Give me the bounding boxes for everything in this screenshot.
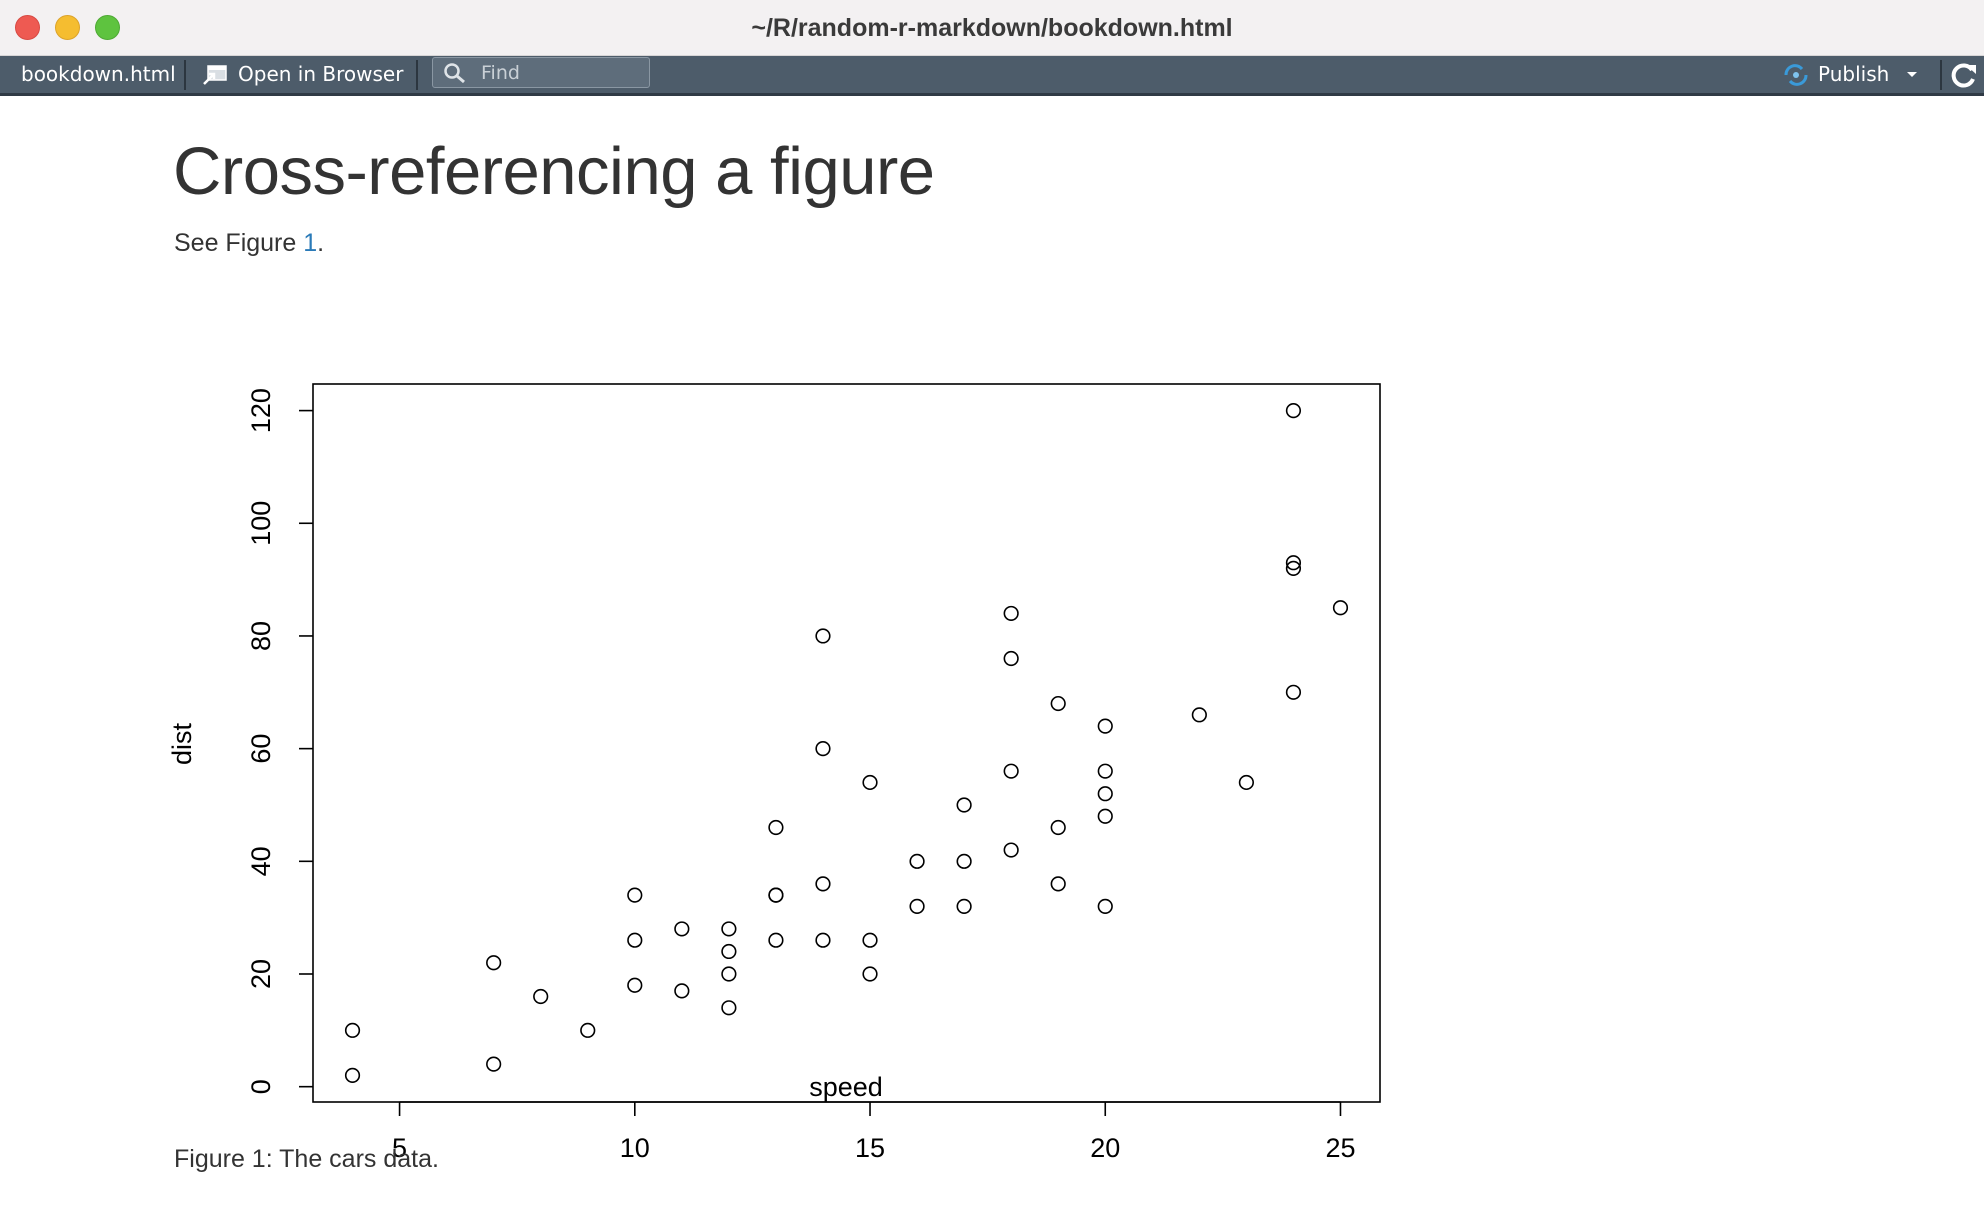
data-point — [721, 1000, 737, 1016]
publish-icon — [1784, 64, 1808, 86]
data-point — [1285, 555, 1302, 571]
data-point — [627, 932, 643, 948]
document-viewer: Cross-referencing a figure See Figure 1.… — [0, 99, 1984, 1210]
toolbar-separator — [1940, 60, 1942, 90]
data-point — [1238, 774, 1254, 791]
data-point — [956, 797, 972, 813]
data-point — [956, 898, 972, 914]
data-point — [1050, 876, 1066, 892]
y-axis-label: dist — [167, 723, 197, 766]
data-point — [909, 898, 925, 914]
y-tick-label: 80 — [246, 621, 276, 651]
data-point — [1003, 842, 1019, 858]
data-point — [1003, 650, 1019, 667]
publish-label: Publish — [1818, 62, 1890, 86]
data-point — [486, 955, 502, 971]
data-point — [627, 887, 643, 903]
x-tick-label: 20 — [1090, 1133, 1120, 1163]
x-axis-label: speed — [809, 1072, 883, 1102]
find-input[interactable] — [481, 60, 641, 85]
data-point — [862, 932, 878, 948]
data-point — [580, 1022, 596, 1038]
publish-button[interactable]: Publish — [1778, 56, 1928, 93]
x-tick-label: 15 — [855, 1133, 885, 1163]
data-point — [768, 932, 784, 948]
open-in-browser-label: Open in Browser — [238, 62, 404, 86]
data-point — [1097, 763, 1113, 779]
data-point — [815, 932, 831, 948]
data-point — [1097, 898, 1113, 914]
close-window-button[interactable] — [15, 15, 40, 40]
filename-label: bookdown.html — [21, 62, 176, 86]
data-point — [1191, 707, 1207, 723]
x-tick-label: 5 — [392, 1133, 407, 1163]
data-point — [344, 1067, 361, 1084]
data-point — [674, 921, 690, 937]
data-point — [1003, 763, 1019, 779]
data-point — [862, 774, 878, 791]
data-point — [674, 983, 690, 999]
maximize-window-button[interactable] — [95, 15, 120, 40]
data-point — [1097, 786, 1113, 802]
paragraph-text-suffix: . — [317, 229, 325, 257]
chevron-down-icon — [1907, 72, 1917, 77]
y-tick-label: 120 — [246, 388, 276, 433]
data-point — [344, 1022, 361, 1038]
data-point — [721, 921, 737, 937]
window-title: ~/R/random-r-markdown/bookdown.html — [751, 14, 1233, 42]
minimize-window-button[interactable] — [55, 15, 80, 40]
data-point — [1050, 695, 1066, 712]
refresh-icon[interactable] — [1950, 62, 1978, 88]
data-point — [1285, 684, 1302, 700]
figure-caption: Figure 1: The cars data. — [174, 1145, 439, 1173]
page-title: Cross-referencing a figure — [173, 134, 935, 209]
data-point — [1285, 560, 1302, 576]
data-point — [721, 943, 737, 960]
figure-ref-link[interactable]: 1 — [303, 229, 318, 257]
open-in-browser-button[interactable]: Open in Browser — [200, 56, 404, 93]
data-point — [533, 988, 549, 1005]
data-point — [909, 853, 925, 869]
paragraph-text: See Figure — [174, 229, 304, 257]
x-tick-label: 10 — [620, 1133, 650, 1163]
toolbar-separator — [184, 60, 186, 90]
plot-frame — [312, 383, 1381, 1103]
data-point — [1050, 819, 1066, 836]
data-point — [627, 977, 643, 993]
search-icon — [444, 63, 465, 84]
data-point — [768, 887, 784, 903]
find-box — [432, 57, 650, 88]
figure-reference-paragraph: See Figure 1. — [174, 229, 324, 258]
data-point — [1097, 808, 1113, 824]
open-in-browser-icon — [203, 65, 227, 85]
data-point — [486, 1056, 502, 1072]
y-tick-label: 40 — [246, 846, 276, 876]
data-point — [815, 628, 831, 644]
y-tick-label: 60 — [246, 734, 276, 764]
data-point — [815, 741, 831, 757]
y-tick-label: 100 — [246, 501, 276, 546]
toolbar-separator — [416, 60, 418, 90]
y-tick-label: 0 — [246, 1079, 276, 1094]
x-tick-label: 25 — [1325, 1133, 1355, 1163]
title-bar: ~/R/random-r-markdown/bookdown.html — [0, 0, 1984, 56]
data-point — [815, 876, 831, 892]
scatter-plot: 5 10 15 20 25 0 20 40 60 80 100 120 speed dist — [167, 383, 1381, 1163]
y-tick-label: 20 — [246, 959, 276, 989]
data-point — [956, 853, 972, 869]
data-point — [1097, 718, 1113, 734]
data-point — [721, 966, 737, 982]
data-point — [768, 819, 784, 836]
data-point — [1285, 402, 1302, 419]
viewer-toolbar: bookdown.html Open in Browser — [0, 56, 1984, 96]
data-point — [1332, 600, 1349, 616]
data-point — [1003, 605, 1019, 622]
data-point — [862, 966, 878, 982]
